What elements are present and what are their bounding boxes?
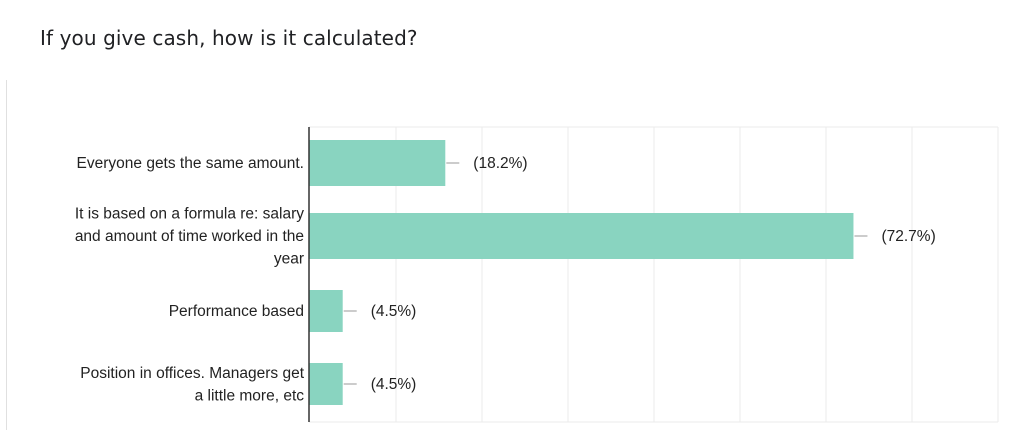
category-label: Position in offices. Managers get [80,365,304,382]
data-label: (4.5%) [371,376,417,393]
bar [309,213,854,259]
bar [309,140,446,186]
bar [309,363,343,405]
category-label: a little more, etc [195,387,305,404]
category-label: and amount of time worked in the [75,228,304,245]
category-label: year [274,251,304,268]
category-label: Everyone gets the same amount. [77,155,304,172]
bar [309,290,343,332]
data-label: (4.5%) [371,303,417,320]
data-label: (18.2%) [473,155,527,172]
card-divider [6,80,7,430]
category-label: Performance based [169,303,304,320]
data-label: (72.7%) [881,228,935,245]
category-label: It is based on a formula re: salary [75,206,304,223]
question-title: If you give cash, how is it calculated? [40,26,418,50]
